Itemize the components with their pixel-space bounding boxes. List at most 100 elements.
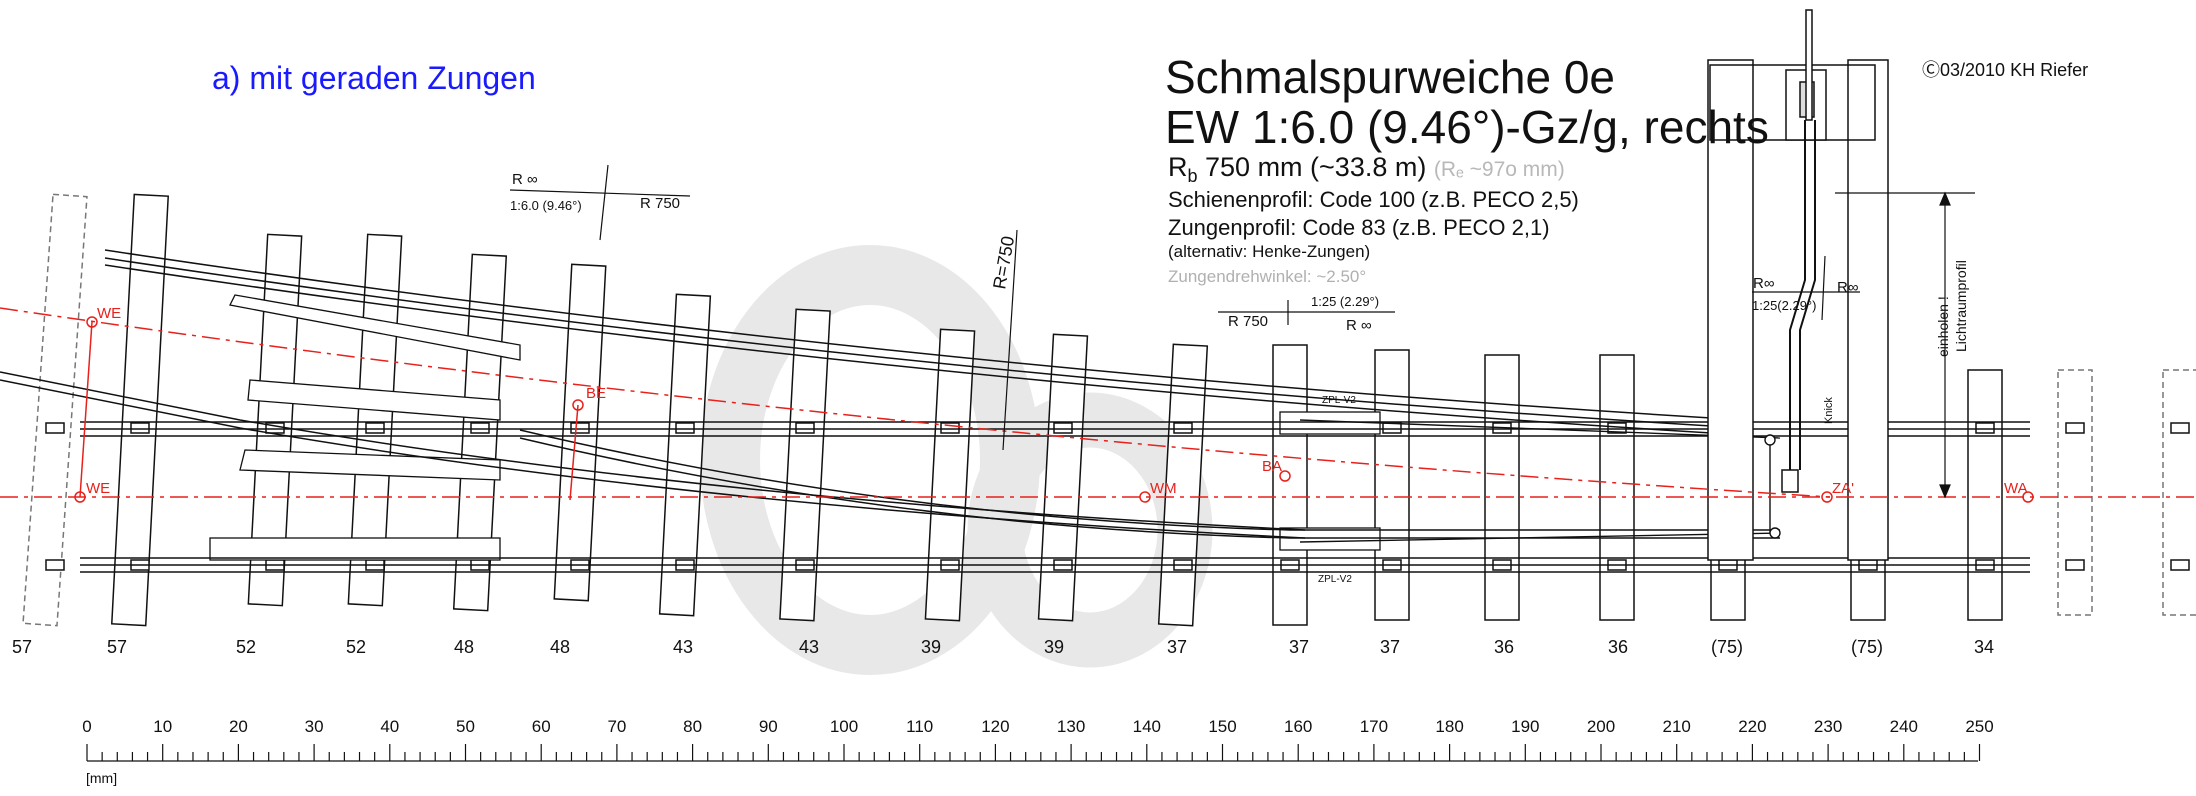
ruler-tick-label: 0 <box>82 717 91 736</box>
ruler-tick-label: 20 <box>229 717 248 736</box>
sleeper-label: 37 <box>1167 637 1187 657</box>
point-label-be: BE <box>586 385 606 402</box>
annotation-r-inf-1: R ∞ <box>512 171 538 188</box>
annotation-zpl-bottom: ZPL-V2 <box>1318 574 1352 585</box>
annotation-ratio-3: 1:25(2.29°) <box>1752 298 1816 313</box>
sleeper <box>247 233 303 607</box>
ruler-tick-label: 160 <box>1284 717 1312 736</box>
annotation-lichtraumprofil: Lichtraumprofil <box>1953 260 1969 352</box>
sleeper-label: 52 <box>236 637 256 657</box>
sleeper <box>2162 369 2196 616</box>
annotation-r-inf-3: R∞ <box>1753 275 1775 292</box>
annotation-knick: Knick <box>1823 397 1835 424</box>
sleeper-label: 37 <box>1289 637 1309 657</box>
radius-subscript: b <box>1187 166 1198 186</box>
sleeper-label: 57 <box>107 637 127 657</box>
sleeper-label: 36 <box>1608 637 1628 657</box>
rail-chair <box>130 422 150 434</box>
ruler-tick-label: 220 <box>1738 717 1766 736</box>
rail-chair <box>1975 422 1995 434</box>
rail-chair <box>940 422 960 434</box>
annotation-r-inf-4: R∞ <box>1837 279 1859 296</box>
ruler-tick-label: 200 <box>1587 717 1615 736</box>
sleeper-label: 43 <box>799 637 819 657</box>
sleeper-label: 39 <box>921 637 941 657</box>
ruler-tick-label: 250 <box>1965 717 1993 736</box>
spec-tongue-profile: Zungenprofil: Code 83 (z.B. PECO 2,1) <box>1168 215 1550 240</box>
ruler-tick-label: 110 <box>906 717 933 736</box>
rail-chair <box>1173 422 1193 434</box>
ruler-tick-label: 120 <box>981 717 1009 736</box>
ruler-tick-label: 80 <box>683 717 702 736</box>
rail-chair <box>2170 422 2190 434</box>
annotation-zpl-top: ZPL-V2 <box>1322 395 1356 406</box>
drawing-title-line2: EW 1:6.0 (9.46°)-Gz/g, rechts <box>1165 101 1769 153</box>
sleeper-label: 34 <box>1974 637 1994 657</box>
radius-value: 750 mm (~33.8 m) <box>1197 152 1434 182</box>
ruler-tick-label: 230 <box>1814 717 1842 736</box>
rail-chair <box>365 422 385 434</box>
sleeper <box>924 328 976 622</box>
sleeper <box>1157 343 1209 627</box>
ruler-tick-label: 10 <box>153 717 172 736</box>
point-markers <box>74 316 2034 503</box>
spec-radius: Rb 750 mm (~33.8 m) (Rₑ ~97o mm) <box>1168 152 1565 187</box>
sleeper <box>1374 349 1410 621</box>
rail-chair <box>45 559 65 571</box>
axis-lines <box>0 307 2196 501</box>
point-label-za: ZA' <box>1832 480 1854 497</box>
ruler-tick-label: 100 <box>830 717 858 736</box>
rail-chair <box>675 422 695 434</box>
ruler-tick-label: 90 <box>759 717 778 736</box>
sleeper <box>1967 369 2003 621</box>
lever-frame <box>1707 9 1889 561</box>
rail-chair <box>1053 422 1073 434</box>
ruler-tick-label: 210 <box>1663 717 1691 736</box>
sleeper-label: 36 <box>1494 637 1514 657</box>
sleeper <box>1599 354 1635 621</box>
ruler-tick-label: 180 <box>1435 717 1463 736</box>
annotation-ratio-1: 1:6.0 (9.46°) <box>510 198 582 213</box>
annotation-r750-1: R 750 <box>640 195 680 212</box>
copyright-note: Ⓒ03/2010 KH Riefer <box>1922 60 2089 80</box>
ruler-unit: [mm] <box>86 770 118 786</box>
rail-chair <box>45 422 65 434</box>
ruler-tick-label: 140 <box>1133 717 1161 736</box>
radius-symbol: R <box>1168 152 1188 182</box>
sleeper-label: 43 <box>673 637 693 657</box>
ruler-tick-label: 50 <box>456 717 475 736</box>
sleeper-label: (75) <box>1711 637 1743 657</box>
tongue-rails <box>1299 419 1781 543</box>
point-label-wm: WM <box>1150 480 1177 497</box>
sleeper-label: 37 <box>1380 637 1400 657</box>
rail-chair <box>2065 559 2085 571</box>
sleeper-group <box>22 193 2196 627</box>
annotation-r750-2: R 750 <box>1228 313 1268 330</box>
point-label-we-bottom: WE <box>86 480 110 497</box>
annotation-ratio-2: 1:25 (2.29°) <box>1311 294 1379 309</box>
sleeper-label: (75) <box>1851 637 1883 657</box>
scale-ruler: 0 10 20 30 40 50 60 70 80 90 100 110 120 130 140 150 160… <box>82 717 1994 762</box>
point-label-ba: BA <box>1262 458 1282 475</box>
drawing-title-line1: Schmalspurweiche 0e <box>1165 51 1616 103</box>
ruler-tick-label: 150 <box>1208 717 1236 736</box>
sleeper <box>1484 354 1520 621</box>
point-label-wa: WA <box>2004 480 2028 497</box>
ruler-tick-label: 240 <box>1890 717 1918 736</box>
rail-chair <box>2065 422 2085 434</box>
sleeper <box>1037 333 1089 622</box>
rail-chair <box>1382 422 1402 434</box>
spec-tongue-angle: Zungendrehwinkel: ~2.50° <box>1168 267 1367 286</box>
sleeper <box>658 293 712 617</box>
annotation-r-inf-2: R ∞ <box>1346 317 1372 334</box>
ruler-tick-label: 60 <box>532 717 551 736</box>
sleeper-label: 39 <box>1044 637 1064 657</box>
radius-gray-note: (Rₑ ~97o mm) <box>1433 158 1565 181</box>
ruler-tick-label: 30 <box>305 717 324 736</box>
sleeper-label: 52 <box>346 637 366 657</box>
sleeper-label-group: 57 57 52 52 48 48 43 43 39 39 37 37 37 36 36 (75) (75) 34 <box>12 637 1994 657</box>
spec-alternative: (alternativ: Henke-Zungen) <box>1168 242 1371 261</box>
ruler-tick-label: 170 <box>1360 717 1388 736</box>
ruler-tick-label: 190 <box>1511 717 1539 736</box>
ruler-tick-label: 130 <box>1057 717 1085 736</box>
